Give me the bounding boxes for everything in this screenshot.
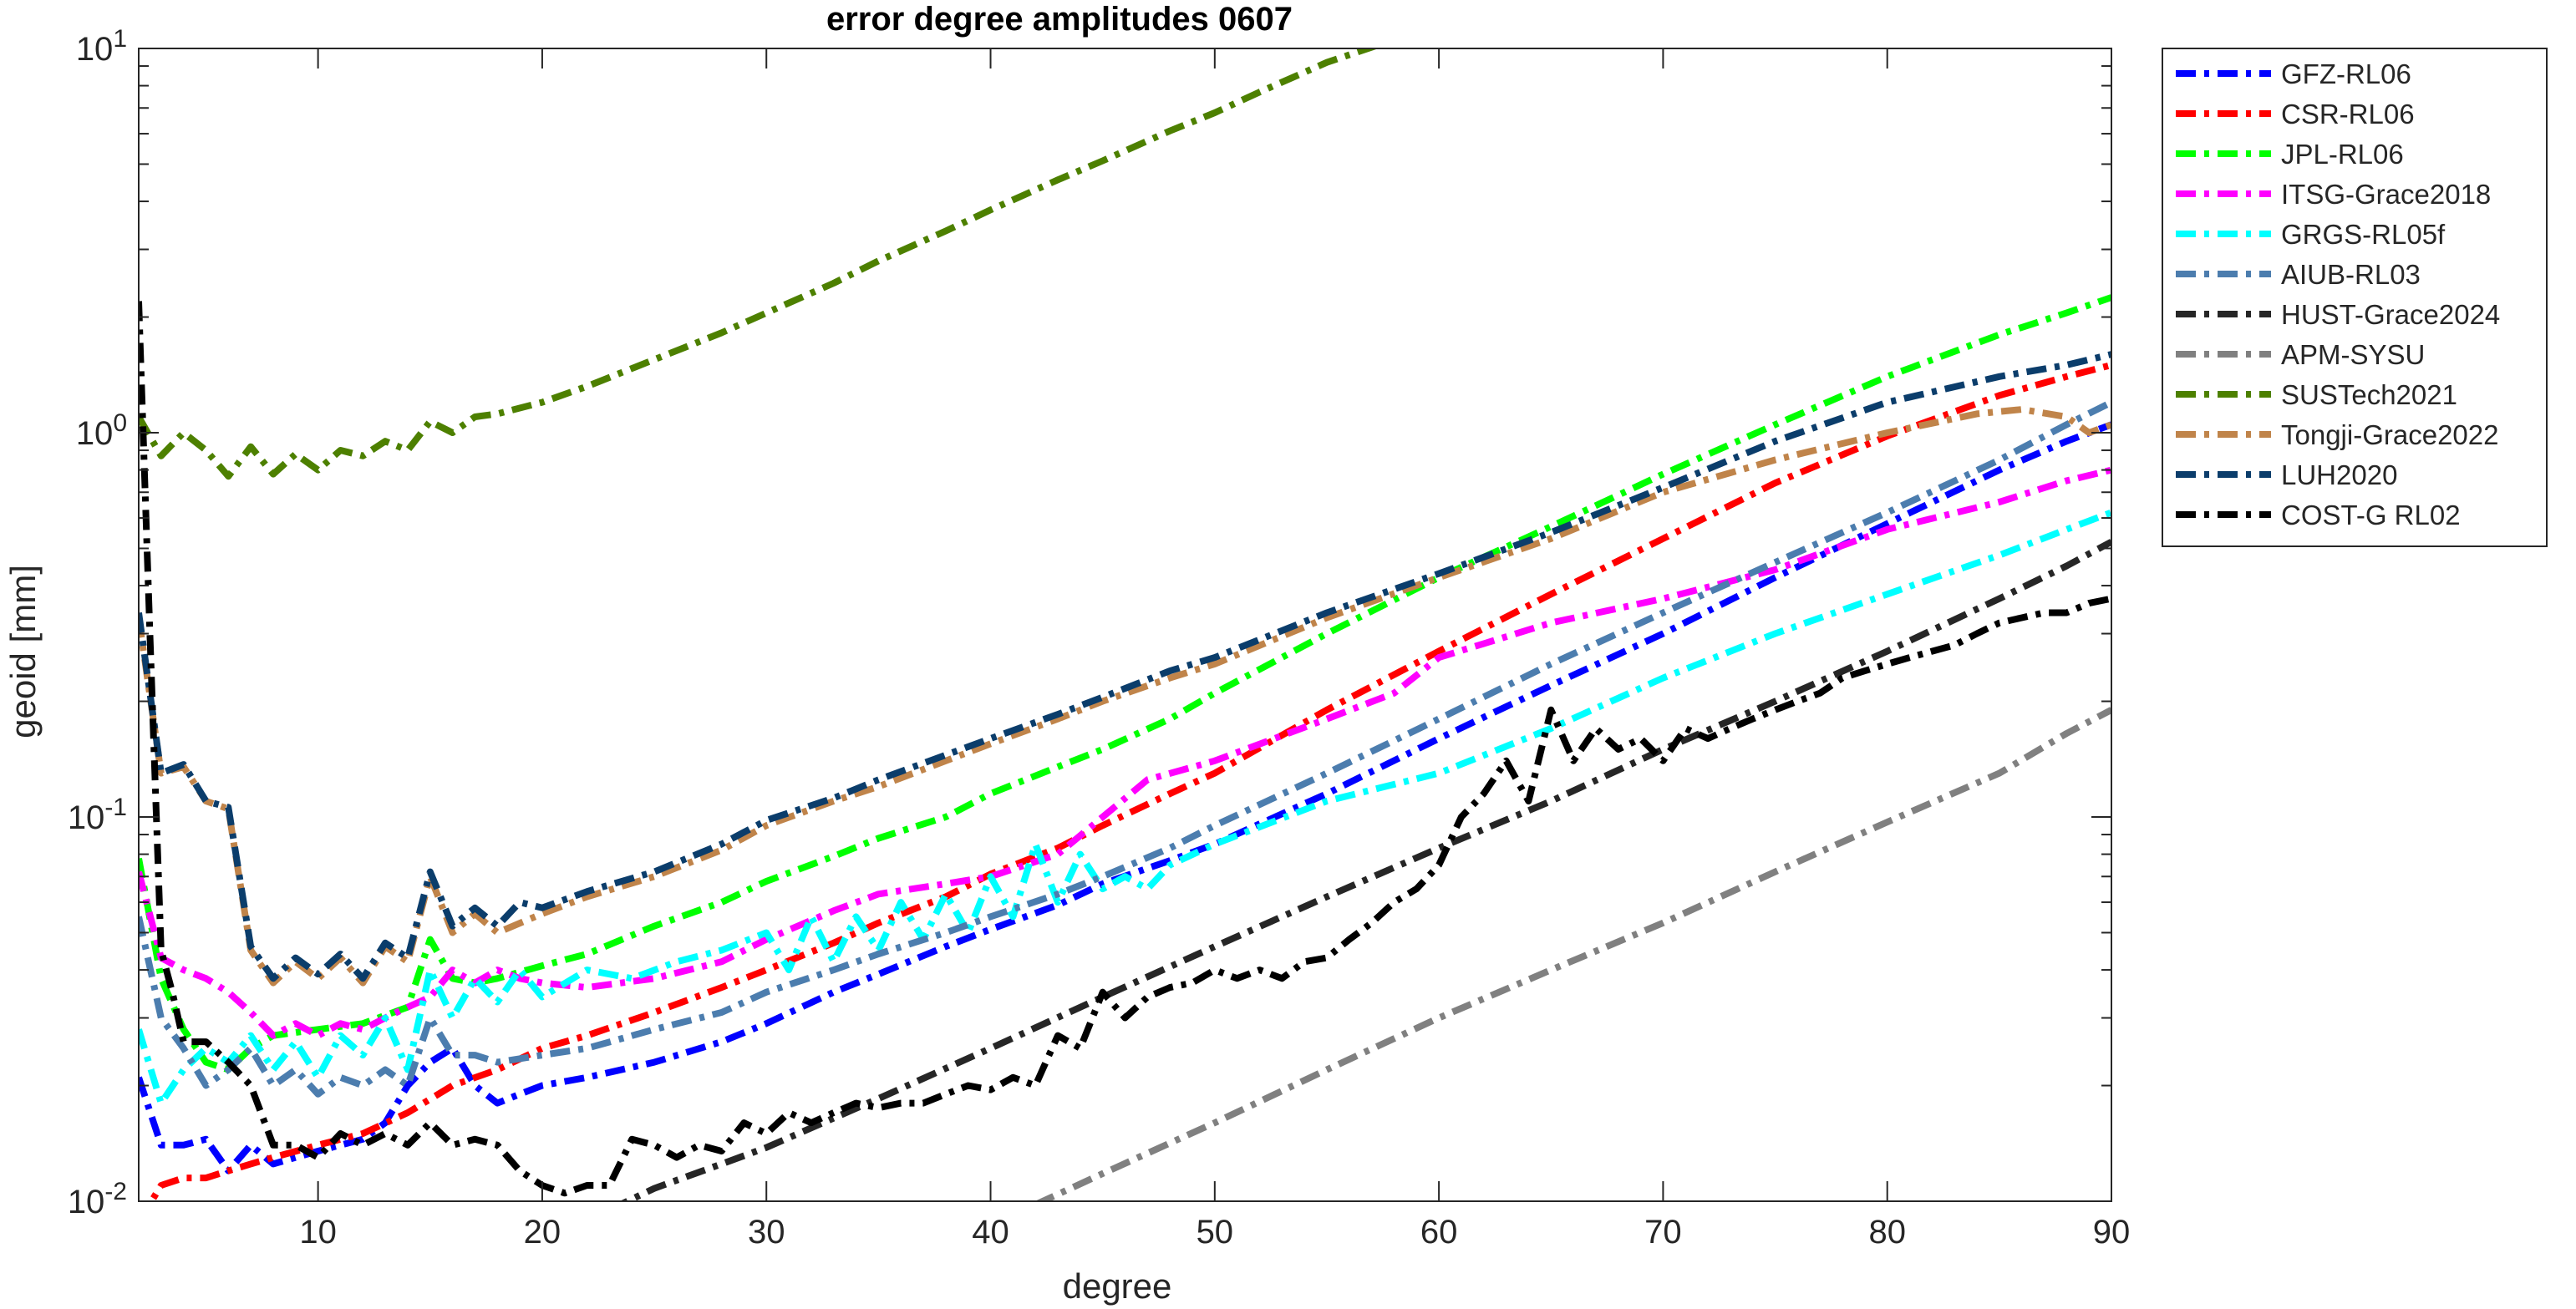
y-tick-label: 10-1 [68,794,127,836]
legend-label-sustech2021: SUSTech2021 [2281,379,2457,410]
x-tick-label: 60 [1420,1214,1458,1251]
series-line-hust-grace2024 [619,539,2111,1201]
legend-label-grgs-rl05f: GRGS-RL05f [2281,219,2446,250]
series-line-cost-g-rl02 [139,301,2111,1197]
x-tick-label: 70 [1644,1214,1682,1251]
series-line-grgs-rl05f [139,509,2111,1107]
x-tick-label: 30 [748,1214,785,1251]
legend: GFZ-RL06 CSR-RL06 JPL-RL06 ITSG-Grace2018 GR… [2162,48,2548,547]
series-layer [139,48,2111,1201]
y-tick-label: 101 [76,25,127,68]
legend-label-csr-rl06: CSR-RL06 [2281,99,2415,129]
series-line-gfz-rl06 [139,421,2111,1175]
y-tick-label: 100 [76,409,127,452]
series-line-itsg-grace2018 [139,466,2111,1039]
legend-label-cost-g-rl02: COST-G RL02 [2281,500,2461,530]
x-tick-label: 50 [1197,1214,1234,1251]
x-axis-label: degree [1063,1266,1172,1306]
y-tick-label: 10-2 [68,1178,127,1220]
legend-label-luh2020: LUH2020 [2281,459,2397,490]
x-tick-label: 10 [299,1214,337,1251]
plot-frame [138,48,2112,1202]
legend-label-tongji-grace2022: Tongji-Grace2022 [2281,419,2499,450]
series-line-luh2020 [139,351,2111,982]
legend-label-apm-sysu: APM-SYSU [2281,339,2425,370]
y-axis-label: geoid [mm] [3,565,43,738]
series-line-aiub-rl03 [139,399,2111,1098]
x-tick-label: 90 [2093,1214,2131,1251]
x-tick-label: 40 [972,1214,1009,1251]
x-tick-label: 80 [1868,1214,1906,1251]
series-line-csr-rl06 [147,362,2111,1201]
series-line-apm-sysu [1034,707,2111,1201]
series-line-jpl-rl06 [139,294,2111,1073]
legend-label-gfz-rl06: GFZ-RL06 [2281,58,2411,89]
legend-box [2162,48,2548,547]
legend-label-jpl-rl06: JPL-RL06 [2281,139,2404,170]
legend-label-hust-grace2024: HUST-Grace2024 [2281,299,2500,330]
plot-area [139,48,2111,1201]
chart-title: error degree amplitudes 0607 [826,1,1293,38]
legend-label-aiub-rl03: AIUB-RL03 [2281,259,2421,290]
tick-layer: 10 20 30 40 50 60 70 80 90 10-2 10-1 100 101 [68,25,2130,1251]
legend-label-itsg-grace2018: ITSG-Grace2018 [2281,179,2491,210]
x-tick-label: 20 [524,1214,561,1251]
